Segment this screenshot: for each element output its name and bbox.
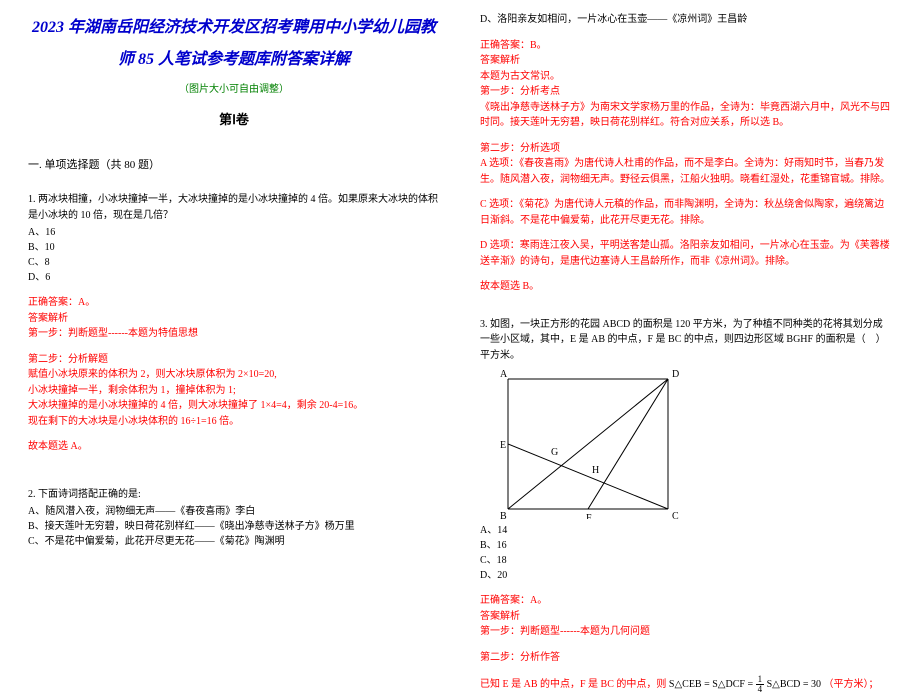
q3-opt-a: A、14 [480,523,892,538]
q1-exp-line4: 现在剩下的大冰块是小冰块体积的 16÷1=16 倍。 [28,414,440,430]
q2-stem: 2. 下面诗词搭配正确的是: [28,487,440,503]
doc-title: 2023 年湖南岳阳经济技术开发区招考聘用中小学幼儿园教师 85 人笔试参考题库… [28,12,440,76]
svg-text:F: F [586,513,592,519]
volume-heading: 第Ⅰ卷 [28,109,440,128]
q1-exp-step1: 第一步：判断题型------本题为特值思想 [28,326,440,342]
svg-text:A: A [500,369,508,380]
q3-exp-formula-mid: S△CEB = S△DCF = [669,679,756,690]
q3-exp-formula-pre: 已知 E 是 AB 的中点，F 是 BC 的中点，则 [480,679,666,690]
q1-opt-c: C、8 [28,255,440,270]
section-heading: 一. 单项选择题（共 80 题） [28,156,440,172]
right-column: D、洛阳亲友如相问，一片冰心在玉壶——《凉州词》王昌龄 正确答案：B。 答案解析… [460,0,920,651]
q2-exp-c: C 选项：《菊花》为唐代诗人元稹的作品，而非陶渊明，全诗为：秋丛绕舍似陶家，遍绕… [480,197,892,228]
svg-text:G: G [551,447,558,458]
q3-opt-c: C、18 [480,553,892,568]
svg-text:D: D [672,369,679,380]
q3-exp-label: 答案解析 [480,609,892,625]
q2-opt-b: B、接天莲叶无穷碧，映日荷花别样红——《晓出净慈寺送林子方》杨万里 [28,519,440,534]
doc-subtitle: （图片大小可自由调整） [28,80,440,95]
q2-exp-b: 《晓出净慈寺送林子方》为南宋文学家杨万里的作品，全诗为：毕竟西湖六月中，风光不与… [480,100,892,131]
q3-opt-d: D、20 [480,568,892,583]
q3-diagram: A D B C E F G H [498,369,688,519]
q3-opt-b: B、16 [480,538,892,553]
q1-exp-conclusion: 故本题选 A。 [28,439,440,455]
q1-opt-b: B、10 [28,240,440,255]
q2-opt-d: D、洛阳亲友如相问，一片冰心在玉壶——《凉州词》王昌龄 [480,12,892,28]
q1-opt-d: D、6 [28,270,440,285]
q3-options: A、14 B、16 C、18 D、20 [480,523,892,583]
q2-exp-step2: 第二步：分析选项 [480,141,892,157]
geometry-svg: A D B C E F G H [498,369,688,519]
q2-exp-conclusion: 故本题选 B。 [480,279,892,295]
q3-exp-formula-tail: （平方米）； [824,679,879,690]
q1-opt-a: A、16 [28,225,440,240]
q1-exp-step2: 第二步：分析解题 [28,352,440,368]
q2-options: A、随风潜入夜，润物细无声——《春夜喜雨》李白 B、接天莲叶无穷碧，映日荷花别样… [28,504,440,549]
q3-answer: 正确答案：A。 [480,593,892,609]
q2-opt-a: A、随风潜入夜，润物细无声——《春夜喜雨》李白 [28,504,440,519]
q1-exp-label: 答案解析 [28,311,440,327]
q3-exp-step2: 第二步：分析作答 [480,650,892,666]
q1-options: A、16 B、10 C、8 D、6 [28,225,440,285]
q1-answer: 正确答案：A。 [28,295,440,311]
q1-exp-line2: 小冰块撞掉一半，剩余体积为 1，撞掉体积为 1; [28,383,440,399]
svg-text:E: E [500,440,506,451]
q2-exp-label: 答案解析 [480,53,892,69]
q2-exp-d: D 选项：寒雨连江夜入吴，平明送客楚山孤。洛阳亲友如相问，一片冰心在玉壶。为《芙… [480,238,892,269]
q2-opt-c: C、不是花中偏爱菊，此花开尽更无花——《菊花》陶渊明 [28,534,440,549]
q2-exp-intro: 本题为古文常识。 [480,69,892,85]
q1-exp-line1: 赋值小冰块原来的体积为 2，则大冰块原体积为 2×10=20, [28,367,440,383]
q3-stem: 3. 如图，一块正方形的花园 ABCD 的面积是 120 平方米，为了种植不同种… [480,317,892,364]
q2-exp-step1: 第一步：分析考点 [480,84,892,100]
q2-answer: 正确答案：B。 [480,38,892,54]
q3-exp-step1: 第一步：判断题型------本题为几何问题 [480,624,892,640]
q1-exp-line3: 大冰块撞掉的是小冰块撞掉的 4 倍，则大冰块撞掉了 1×4=4，剩余 20-4=… [28,398,440,414]
left-column: 2023 年湖南岳阳经济技术开发区招考聘用中小学幼儿园教师 85 人笔试参考题库… [0,0,460,651]
q3-exp-formula-end: S△BCD = 30 [767,679,821,690]
q1-stem: 1. 两冰块相撞，小冰块撞掉一半，大冰块撞掉的是小冰块撞掉的 4 倍。如果原来大… [28,192,440,223]
svg-text:H: H [592,465,599,476]
svg-text:C: C [672,511,679,519]
q3-exp-formula: 已知 E 是 AB 的中点，F 是 BC 的中点，则 S△CEB = S△DCF… [480,675,892,694]
fraction-1-4: 14 [756,675,765,694]
q2-exp-a: A 选项：《春夜喜雨》为唐代诗人杜甫的作品，而不是李白。全诗为：好雨知时节，当春… [480,156,892,187]
svg-text:B: B [500,511,507,519]
